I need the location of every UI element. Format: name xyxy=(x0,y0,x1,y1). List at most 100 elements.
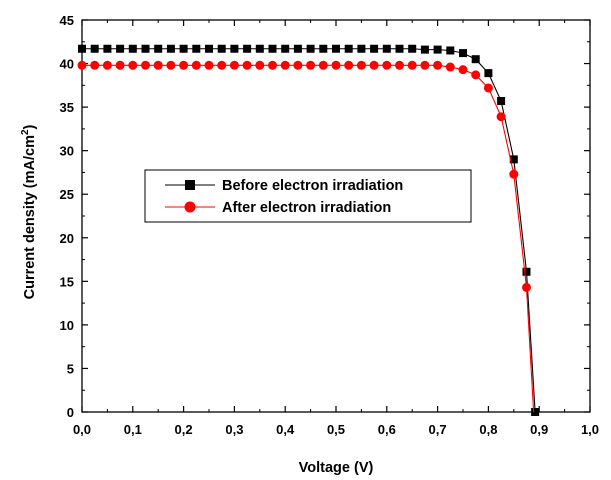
legend: Before electron irradiation After electr… xyxy=(144,169,472,223)
data-point xyxy=(319,44,328,53)
data-point xyxy=(395,60,404,70)
data-point xyxy=(318,60,328,70)
data-point xyxy=(179,60,189,70)
data-point xyxy=(306,60,316,70)
data-point xyxy=(471,70,481,80)
data-point xyxy=(280,60,290,70)
data-point xyxy=(242,60,252,70)
x-tick-label: 0,5 xyxy=(327,422,345,437)
x-tick-label: 0,4 xyxy=(276,422,295,437)
data-point xyxy=(484,69,493,78)
data-point xyxy=(166,44,175,53)
data-point xyxy=(446,46,455,55)
data-point xyxy=(205,44,213,53)
tick-labels: 0,0 0,1 0,2 0,3 0,4 0,5 0,6 0,7 0,8 0,9 1,0 0 5 10 15 2… xyxy=(60,13,600,437)
data-point xyxy=(78,44,86,53)
x-tick-label: 1,0 xyxy=(581,422,599,437)
axis-ticks xyxy=(81,19,591,413)
series-0 xyxy=(78,44,540,416)
data-point xyxy=(420,45,429,54)
data-point xyxy=(102,60,112,70)
data-point xyxy=(141,60,150,70)
data-point xyxy=(344,44,353,53)
x-tick-label: 0,3 xyxy=(225,422,243,437)
data-point xyxy=(357,44,366,53)
data-point xyxy=(306,44,315,53)
data-point xyxy=(483,83,493,93)
y-tick-label: 20 xyxy=(60,231,74,246)
data-point xyxy=(243,44,252,53)
series-line xyxy=(82,48,536,413)
data-point xyxy=(433,45,442,54)
data-point xyxy=(281,44,290,53)
data-point xyxy=(331,60,341,70)
y-tick-label: 0 xyxy=(67,405,74,420)
data-point xyxy=(370,44,379,53)
data-point xyxy=(204,60,214,70)
series-1 xyxy=(77,60,535,413)
y-tick-label: 5 xyxy=(67,361,74,376)
x-tick-label: 0,6 xyxy=(378,422,396,437)
data-point xyxy=(217,60,227,70)
data-point xyxy=(356,60,366,70)
data-point xyxy=(229,60,239,70)
data-point xyxy=(179,44,188,53)
data-point xyxy=(115,60,125,70)
series-line xyxy=(82,64,535,413)
x-tick-label: 0,2 xyxy=(175,422,193,437)
y-tick-label: 40 xyxy=(60,57,74,72)
data-point xyxy=(522,282,531,292)
x-tick-label: 0,0 xyxy=(73,422,91,437)
y-tick-label: 10 xyxy=(60,318,74,333)
data-point xyxy=(395,44,404,53)
x-tick-label: 0,9 xyxy=(530,422,548,437)
y-tick-label: 30 xyxy=(60,144,74,159)
data-point xyxy=(509,155,518,164)
data-point xyxy=(458,65,468,75)
data-point xyxy=(332,44,340,53)
y-axis-title-sup: 2 xyxy=(20,129,31,135)
data-point xyxy=(433,60,443,70)
x-tick-label: 0,1 xyxy=(124,422,142,437)
data-point xyxy=(531,408,540,416)
data-point xyxy=(116,44,125,53)
data-point xyxy=(344,60,354,70)
data-point xyxy=(77,60,87,70)
y-tick-label: 35 xyxy=(60,100,74,115)
data-point xyxy=(445,62,455,72)
data-point xyxy=(293,44,302,53)
data-point xyxy=(166,60,176,70)
data-point xyxy=(496,112,506,122)
data-point xyxy=(382,60,392,70)
legend-marker-after xyxy=(184,201,196,213)
data-point xyxy=(255,44,264,53)
data-point xyxy=(407,60,417,70)
data-point xyxy=(128,60,138,70)
legend-marker-before xyxy=(185,180,195,190)
legend-label-before: Before electron irradiation xyxy=(222,178,403,194)
data-point xyxy=(230,44,239,53)
data-point xyxy=(153,60,163,70)
x-tick-label: 0,7 xyxy=(429,422,447,437)
data-point xyxy=(293,60,303,70)
data-point xyxy=(268,44,277,53)
data-point xyxy=(497,97,506,106)
data-point xyxy=(103,44,112,53)
y-axis-title: Current density (mA/cm2) xyxy=(20,124,38,299)
data-point xyxy=(522,267,531,276)
data-point xyxy=(141,44,150,53)
data-point xyxy=(128,44,137,53)
data-point xyxy=(255,60,265,70)
y-tick-label: 25 xyxy=(60,187,74,202)
y-tick-label: 45 xyxy=(60,13,74,28)
data-point xyxy=(191,60,201,70)
data-point xyxy=(192,44,201,53)
data-point xyxy=(369,60,379,70)
x-axis-title: Voltage (V) xyxy=(299,460,374,476)
y-tick-label: 15 xyxy=(60,274,74,289)
data-point xyxy=(154,44,163,53)
y-axis-title-close: ) xyxy=(22,124,38,129)
data-point xyxy=(471,55,480,64)
legend-box xyxy=(144,169,472,223)
